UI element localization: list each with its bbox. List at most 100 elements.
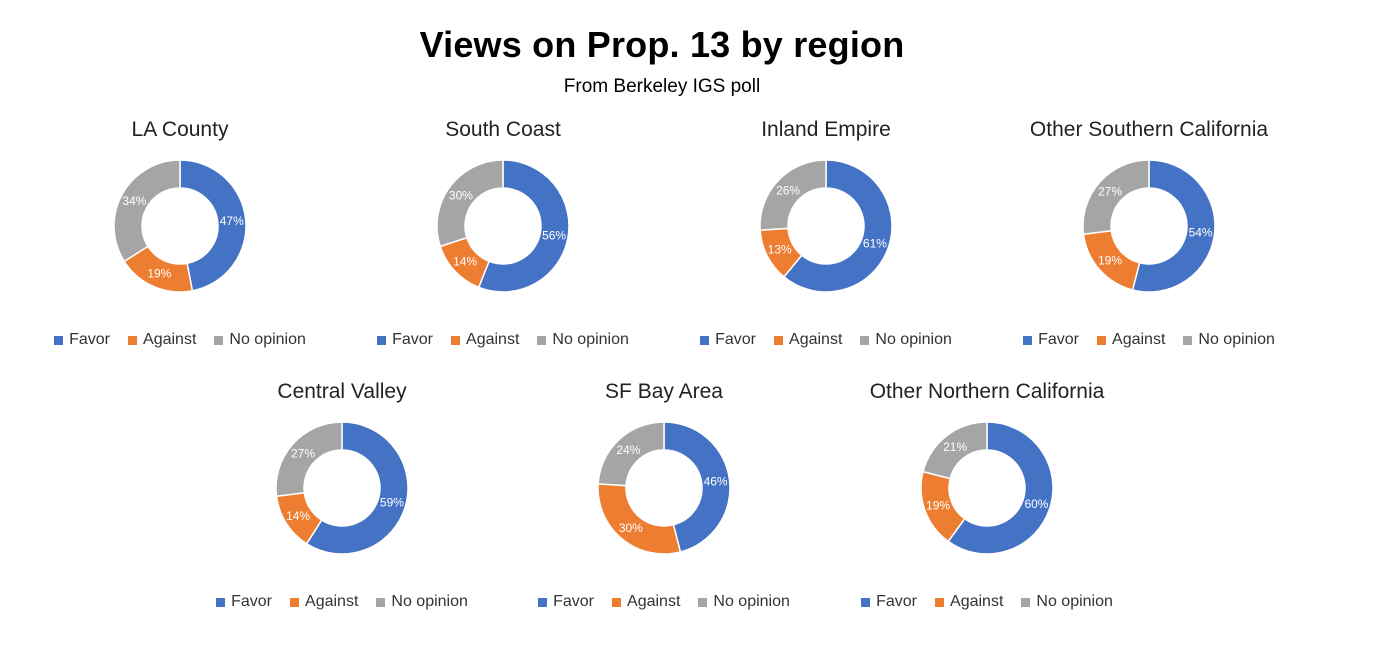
data-label-against: 14% <box>453 255 477 269</box>
slice-favor <box>663 421 731 553</box>
donut-panel-other-southern-california: Other Southern California 54% 19% 27% Favor A… <box>984 118 1314 368</box>
legend-item-no-opinion: No opinion <box>860 331 952 349</box>
legend-swatch-no-opinion <box>537 335 547 345</box>
legend: Favor Against No opinion <box>499 593 829 611</box>
legend-swatch-favor <box>377 335 387 345</box>
legend-label: Against <box>143 331 197 348</box>
legend-label: No opinion <box>713 593 790 610</box>
legend-swatch-no-opinion <box>698 597 708 607</box>
legend-label: Against <box>305 593 359 610</box>
legend-item-against: Against <box>451 331 519 349</box>
legend-item-favor: Favor <box>538 593 594 611</box>
donut-panel-la-county: LA County 47% 19% 34% Favor Against No opinion <box>15 118 345 368</box>
legend-swatch-favor <box>54 335 64 345</box>
donut-chart: 60% 19% 21% <box>920 421 1054 555</box>
panel-title: Inland Empire <box>761 118 891 141</box>
legend-item-favor: Favor <box>861 593 917 611</box>
panel-title: South Coast <box>445 118 561 141</box>
legend-item-favor: Favor <box>54 331 110 349</box>
legend: Favor Against No opinion <box>177 593 507 611</box>
data-label-favor: 54% <box>1189 226 1213 240</box>
donut-chart: 61% 13% 26% <box>759 159 893 293</box>
data-label-favor: 56% <box>542 229 566 243</box>
legend-label: Favor <box>715 331 757 348</box>
slice-no-opinion <box>113 159 181 263</box>
legend-swatch-no-opinion <box>1021 597 1031 607</box>
data-label-against: 30% <box>619 521 643 535</box>
donut-panel-central-valley: Central Valley 59% 14% 27% Favor Against No op… <box>177 380 507 630</box>
legend: Favor Against No opinion <box>661 331 991 349</box>
legend-item-against: Against <box>935 593 1003 611</box>
legend-item-against: Against <box>128 331 196 349</box>
legend-swatch-no-opinion <box>860 335 870 345</box>
legend-label: No opinion <box>1198 331 1275 348</box>
data-label-favor: 60% <box>1024 497 1048 511</box>
chart-title: Views on Prop. 13 by region <box>419 24 905 65</box>
panel-title: LA County <box>131 118 229 141</box>
legend-item-against: Against <box>1097 331 1165 349</box>
legend-item-no-opinion: No opinion <box>376 593 468 611</box>
slice-favor <box>782 159 893 293</box>
data-label-no-opinion: 27% <box>291 447 315 461</box>
legend: Favor Against No opinion <box>984 331 1314 349</box>
slice-no-opinion <box>759 159 827 231</box>
legend-swatch-no-opinion <box>1183 335 1193 345</box>
data-label-favor: 61% <box>863 237 887 251</box>
legend-swatch-against <box>612 597 622 607</box>
slice-favor <box>305 421 409 555</box>
data-label-no-opinion: 34% <box>122 194 146 208</box>
slice-no-opinion <box>275 421 343 498</box>
legend-item-against: Against <box>612 593 680 611</box>
data-label-favor: 59% <box>380 496 404 510</box>
legend-swatch-against <box>935 597 945 607</box>
donut-chart: 47% 19% 34% <box>113 159 247 293</box>
legend-swatch-favor <box>1023 335 1033 345</box>
legend-item-favor: Favor <box>377 331 433 349</box>
panel-title: Other Northern California <box>869 380 1105 403</box>
slice-no-opinion <box>922 421 988 480</box>
legend-label: Favor <box>392 331 434 348</box>
donut-chart: 46% 30% 24% <box>597 421 731 555</box>
legend-swatch-favor <box>538 597 548 607</box>
legend-swatch-favor <box>216 597 226 607</box>
slice-no-opinion <box>1082 159 1150 236</box>
data-label-against: 19% <box>926 499 950 513</box>
legend-item-favor: Favor <box>700 331 756 349</box>
legend: Favor Against No opinion <box>15 331 345 349</box>
donut-panel-south-coast: South Coast 56% 14% 30% Favor Against No opini… <box>338 118 668 368</box>
donut-panel-inland-empire: Inland Empire 61% 13% 26% Favor Against No opi… <box>661 118 991 368</box>
legend-item-against: Against <box>290 593 358 611</box>
slice-favor <box>477 159 570 293</box>
data-label-against: 19% <box>147 267 171 281</box>
legend-item-no-opinion: No opinion <box>698 593 790 611</box>
legend-item-favor: Favor <box>1023 331 1079 349</box>
legend-label: No opinion <box>1036 593 1113 610</box>
donut-panel-sf-bay-area: SF Bay Area 46% 30% 24% Favor Against No opini… <box>499 380 829 630</box>
slice-favor <box>947 421 1054 555</box>
legend-label: Favor <box>231 593 273 610</box>
legend-label: Against <box>950 593 1004 610</box>
donut-chart: 56% 14% 30% <box>436 159 570 293</box>
data-label-no-opinion: 30% <box>449 188 473 202</box>
slice-no-opinion <box>597 421 665 487</box>
data-label-no-opinion: 21% <box>943 440 967 454</box>
panel-title: Central Valley <box>277 380 407 403</box>
legend-item-no-opinion: No opinion <box>537 331 629 349</box>
legend: Favor Against No opinion <box>338 331 668 349</box>
legend-swatch-against <box>1097 335 1107 345</box>
legend-item-favor: Favor <box>216 593 272 611</box>
data-label-no-opinion: 27% <box>1098 185 1122 199</box>
legend-item-no-opinion: No opinion <box>1021 593 1113 611</box>
legend-label: No opinion <box>229 331 306 348</box>
donut-chart: 54% 19% 27% <box>1082 159 1216 293</box>
legend-item-against: Against <box>774 331 842 349</box>
legend-label: No opinion <box>875 331 952 348</box>
legend-label: Favor <box>876 593 918 610</box>
slice-no-opinion <box>436 159 504 248</box>
data-label-favor: 46% <box>704 474 728 488</box>
legend-swatch-against <box>128 335 138 345</box>
legend-label: Favor <box>553 593 595 610</box>
legend-swatch-favor <box>861 597 871 607</box>
legend-item-no-opinion: No opinion <box>214 331 306 349</box>
